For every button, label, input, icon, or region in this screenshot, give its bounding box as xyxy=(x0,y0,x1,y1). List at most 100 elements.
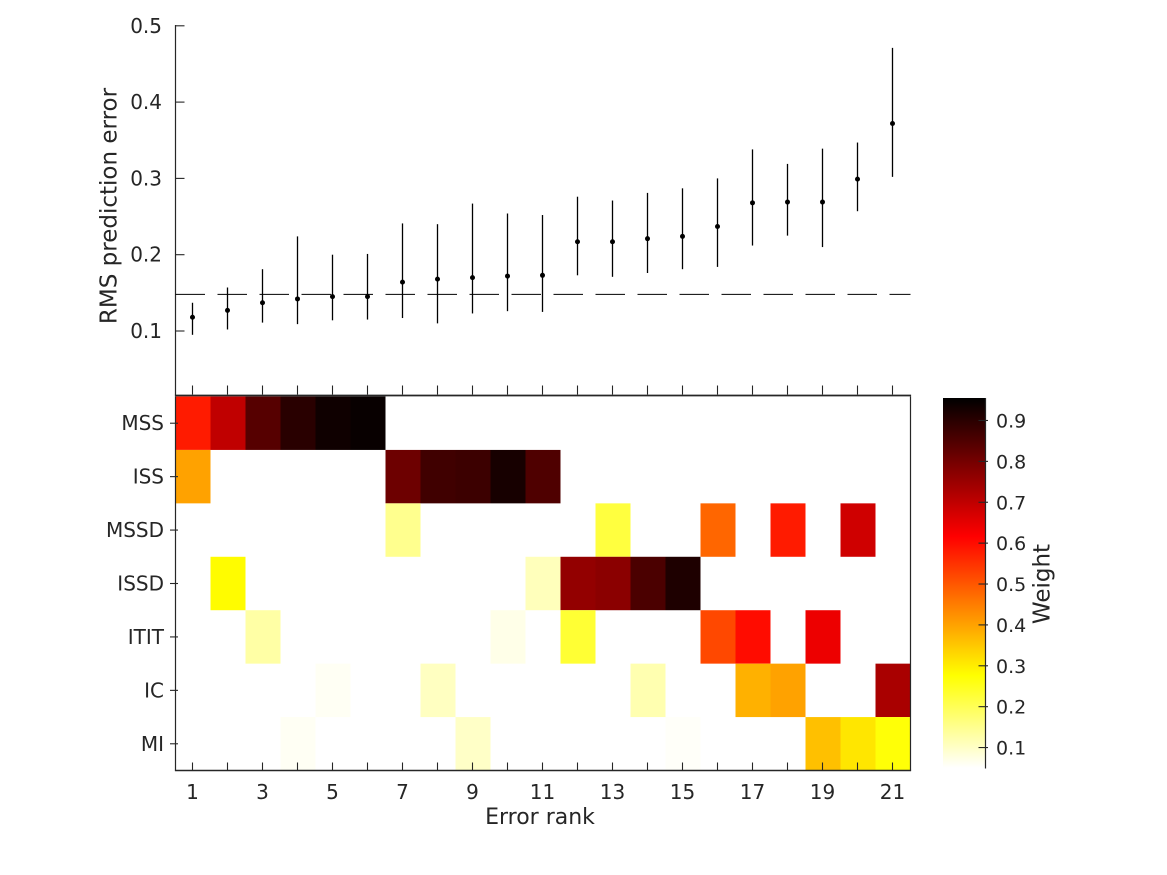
colorbar-tick-label: 0.5 xyxy=(996,574,1026,596)
heatmap-cell xyxy=(385,503,421,557)
heatmap-cell xyxy=(840,717,876,771)
heatmap-cell xyxy=(665,717,701,771)
errorbar-point xyxy=(680,233,685,239)
heatmap-row-label: ISSD xyxy=(117,572,164,596)
heatmap-cell xyxy=(805,717,841,771)
heatmap-cell xyxy=(280,396,316,450)
errorbar-point xyxy=(400,279,405,285)
heatmap-cell xyxy=(245,396,281,450)
heatmap-cell xyxy=(175,396,211,450)
colorbar-gradient xyxy=(943,398,986,768)
errorbar-point xyxy=(365,294,370,300)
errorbar-axes: 0.1 0.2 0.3 0.4 0.5 xyxy=(130,14,912,397)
colorbar-tick-label: 0.6 xyxy=(996,533,1026,555)
heatmap-cell xyxy=(420,449,456,504)
heatmap-row-label: ITIT xyxy=(128,625,165,649)
heatmap-row-label: MI xyxy=(141,732,164,756)
colorbar-tick-label: 0.7 xyxy=(996,492,1026,514)
x-axis-tick-label: 21 xyxy=(880,780,905,804)
colorbar-tick-label: 0.9 xyxy=(996,410,1026,432)
errorbar-point xyxy=(820,199,825,205)
errorbar-point xyxy=(330,294,335,300)
x-axis-tick-label: 17 xyxy=(740,780,765,804)
y-axis-tick-label: 0.3 xyxy=(130,166,162,190)
errorbar-point xyxy=(470,275,475,281)
x-axis-tick-label: 9 xyxy=(466,780,479,804)
x-axis-tick-label: 19 xyxy=(810,780,835,804)
errorbar-point xyxy=(890,120,895,126)
heatmap-cell xyxy=(210,396,246,450)
heatmap-cell xyxy=(875,663,911,718)
errorbar-point xyxy=(190,314,195,320)
errorbar-point xyxy=(225,307,230,313)
heatmap-cell xyxy=(805,610,841,664)
heatmap-cell xyxy=(700,610,736,664)
heatmap-cell xyxy=(875,717,911,771)
heatmap-cell xyxy=(770,503,806,557)
heatmap-row-label: IC xyxy=(144,678,164,702)
heatmap-cell xyxy=(490,610,526,664)
heatmap-row-label: ISS xyxy=(133,465,164,489)
colorbar-tick-label: 0.2 xyxy=(996,697,1026,719)
x-axis-tick-label: 1 xyxy=(186,780,199,804)
y-axis-tick-label: 0.2 xyxy=(130,243,162,267)
errorbar-point xyxy=(645,236,650,242)
heatmap-cell xyxy=(175,449,211,504)
errorbar-point xyxy=(575,239,580,245)
heatmap-cell xyxy=(385,449,421,504)
heatmap-cell xyxy=(455,717,491,771)
errorbar-point xyxy=(295,296,300,302)
heatmap-cell xyxy=(490,449,526,504)
x-axis-tick-label: 5 xyxy=(326,780,339,804)
heatmap-cell xyxy=(560,556,596,611)
heatmap-row-label: MSSD xyxy=(106,518,164,542)
heatmap-cell xyxy=(210,556,246,611)
colorbar: 0.1 0.2 0.3 0.4 0.5 0.6 0.7 0.8 0.9 xyxy=(943,398,1026,769)
heatmap-cell xyxy=(700,503,736,557)
heatmap-cell xyxy=(315,663,351,718)
errorbar-point xyxy=(435,276,440,282)
errorbar-point xyxy=(610,239,615,245)
colorbar-tick-label: 0.4 xyxy=(996,615,1026,637)
errorbar-point xyxy=(715,223,720,229)
errorbar-point xyxy=(505,273,510,279)
y-axis-tick-label: 0.5 xyxy=(130,14,162,38)
x-axis-tick-label: 13 xyxy=(600,780,625,804)
x-axis-tick-label: 15 xyxy=(670,780,695,804)
heatmap-cell xyxy=(280,717,316,771)
colorbar-tick-label: 0.3 xyxy=(996,656,1026,678)
heatmap-cell xyxy=(350,396,386,450)
heatmap-cell xyxy=(735,610,771,664)
y-axis-tick-label: 0.4 xyxy=(130,90,162,114)
errorbar-point xyxy=(785,199,790,205)
heatmap-cell xyxy=(770,663,806,718)
x-axis-tick-label: 11 xyxy=(530,780,555,804)
heatmap-cell xyxy=(525,449,561,504)
colorbar-label: Weight xyxy=(1029,543,1056,625)
heatmap-cell xyxy=(245,610,281,664)
heatmap-row-label: MSS xyxy=(121,411,164,435)
heatmap-cell xyxy=(630,556,666,611)
y-axis-label: RMS prediction error xyxy=(96,87,123,325)
errorbar-point xyxy=(260,300,265,306)
colorbar-tick-label: 0.8 xyxy=(996,451,1026,473)
heatmap-cell xyxy=(595,503,631,557)
x-axis-label: Error rank xyxy=(485,805,595,830)
heatmap-cell xyxy=(665,556,701,611)
heatmap-cell xyxy=(630,663,666,718)
x-axis-tick-label: 3 xyxy=(256,780,269,804)
heatmap-cell xyxy=(735,663,771,718)
errorbar-point xyxy=(855,176,860,182)
errorbar-point xyxy=(540,272,545,278)
heatmap-cell xyxy=(595,556,631,611)
heatmap-cell xyxy=(840,503,876,557)
heatmap-cell xyxy=(315,396,351,450)
colorbar-tick-label: 0.1 xyxy=(996,738,1026,760)
heatmap-cell xyxy=(560,610,596,664)
heatmap-cell xyxy=(455,449,491,504)
y-axis-tick-label: 0.1 xyxy=(130,319,162,343)
heatmap-cell xyxy=(525,556,561,611)
heatmap-cell xyxy=(420,663,456,718)
